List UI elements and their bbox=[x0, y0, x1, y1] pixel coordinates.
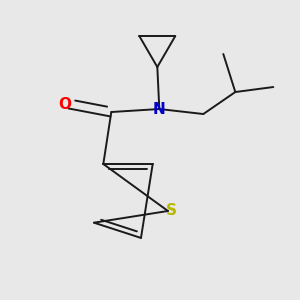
Text: S: S bbox=[165, 203, 176, 218]
Text: O: O bbox=[58, 97, 71, 112]
Text: N: N bbox=[153, 101, 166, 116]
